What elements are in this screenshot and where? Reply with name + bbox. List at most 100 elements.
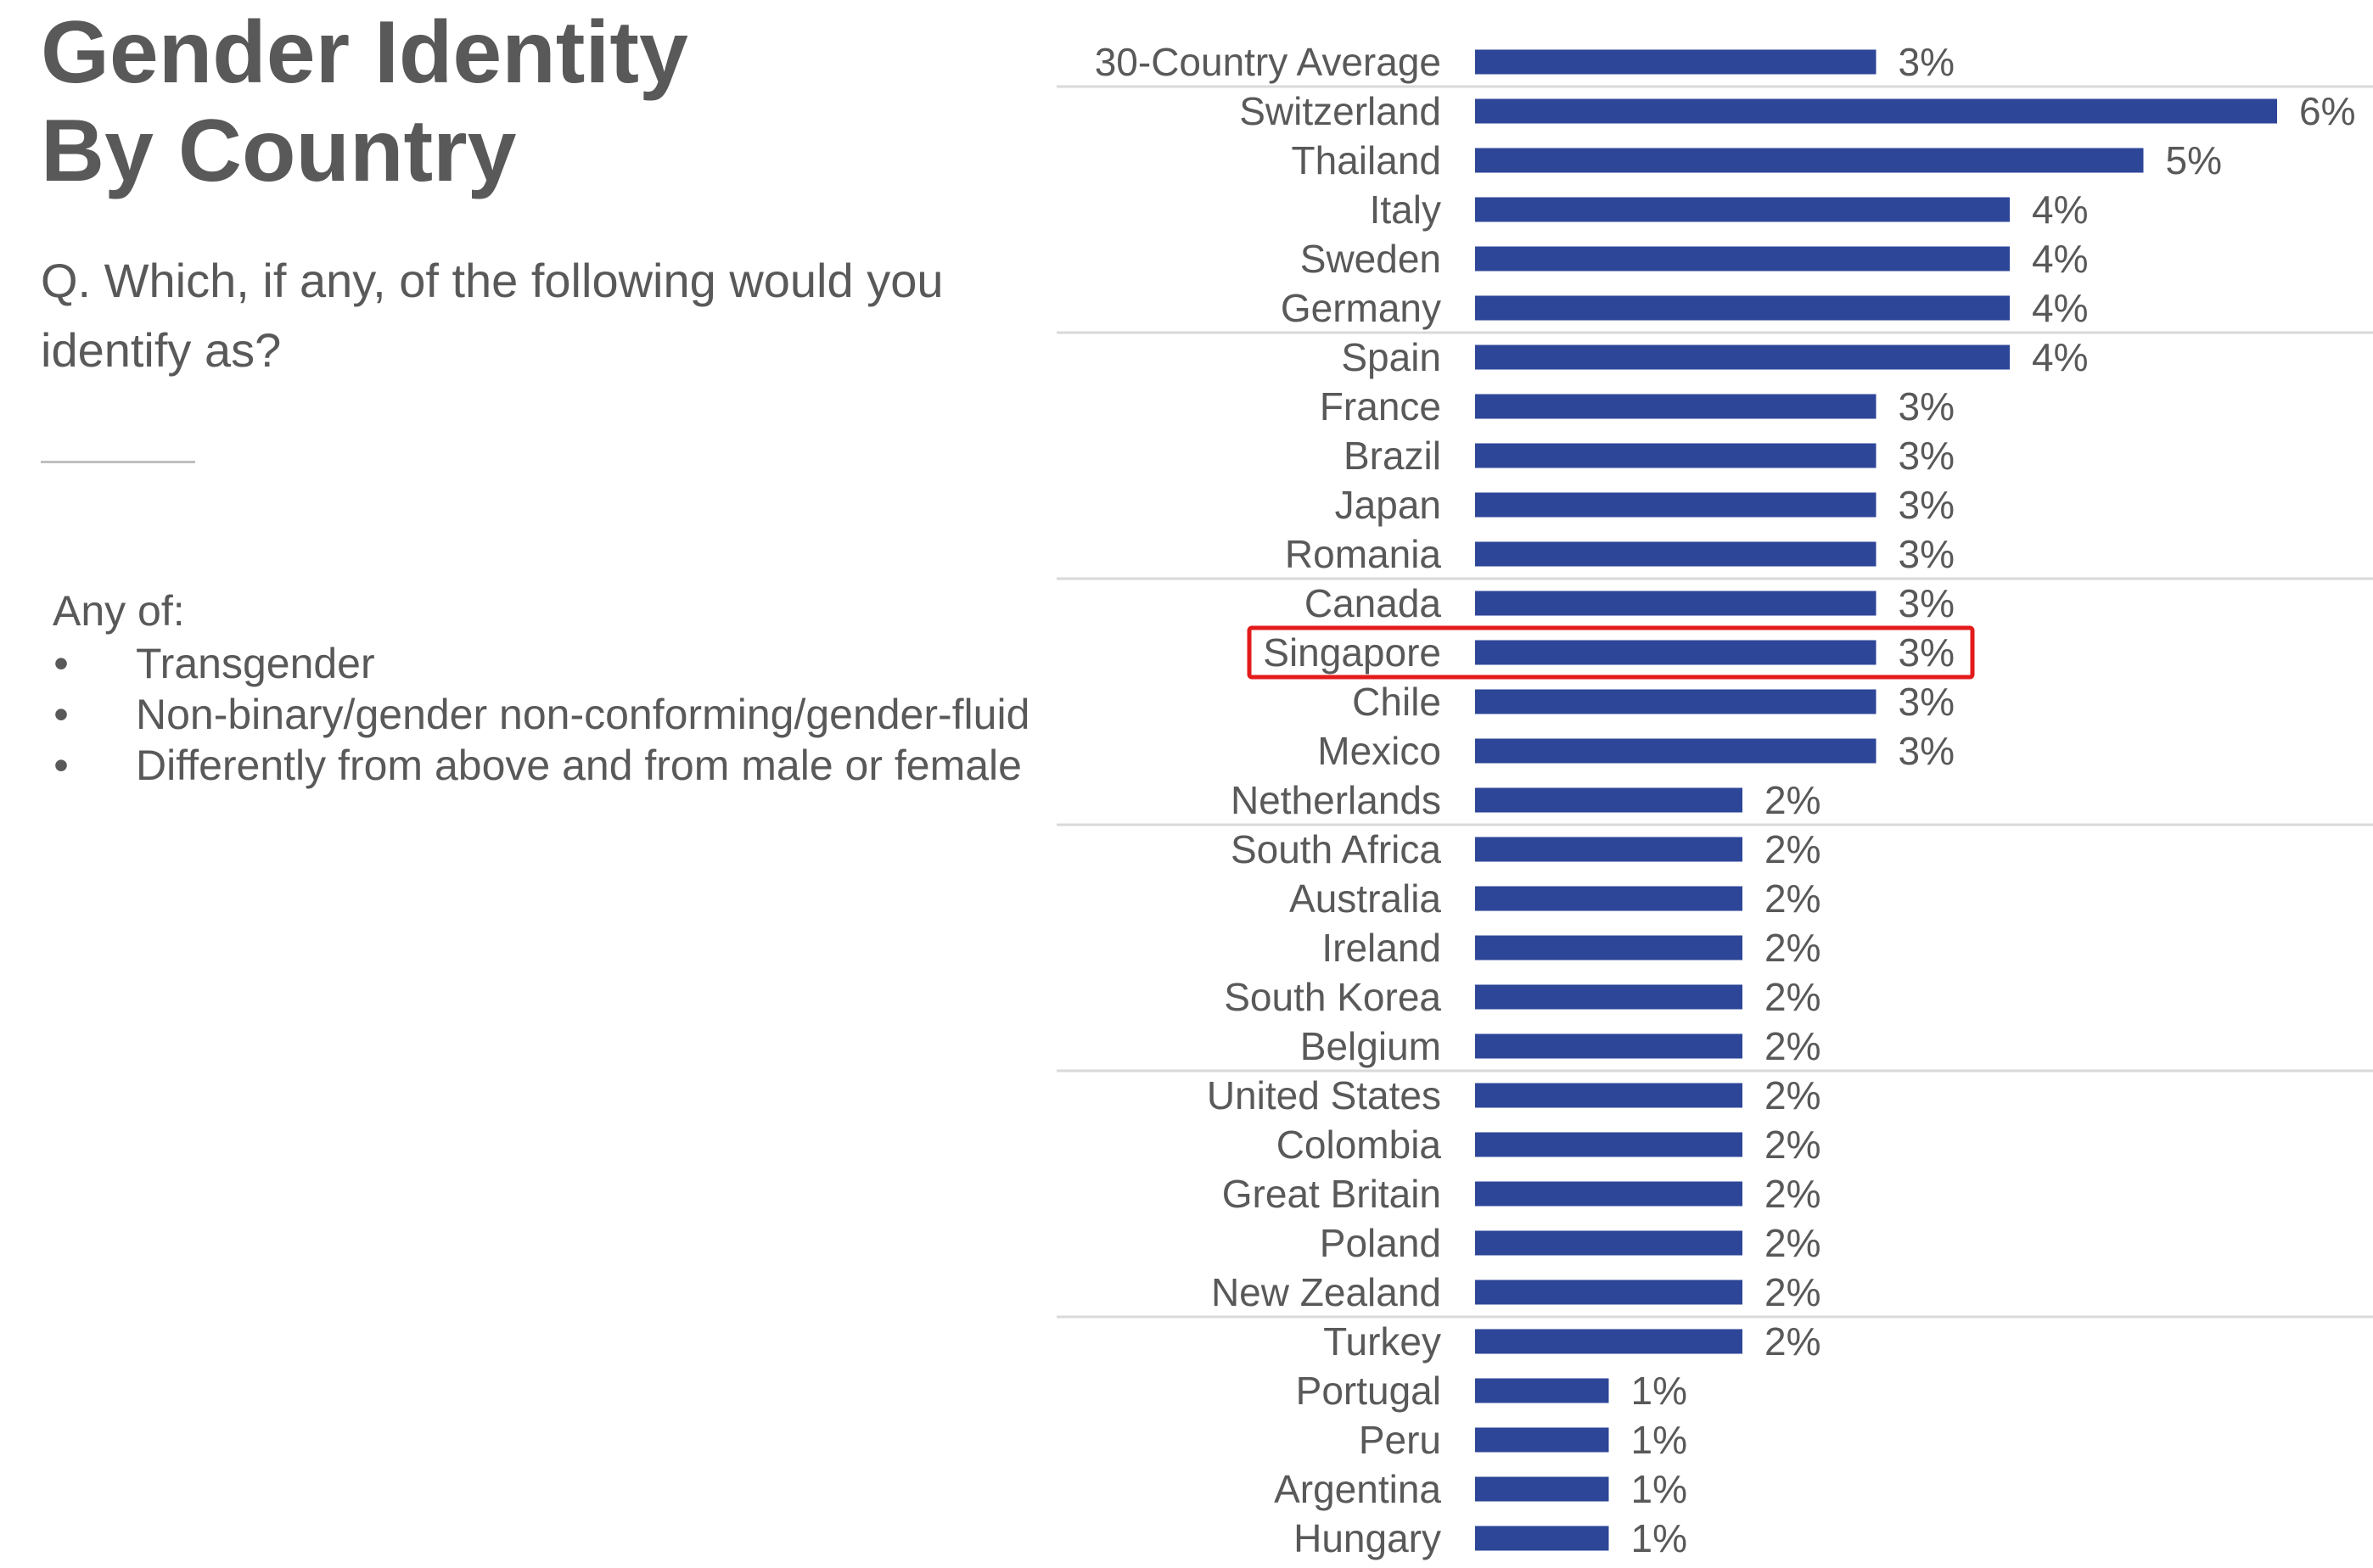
bar-peru bbox=[1475, 1427, 1609, 1453]
definition-text: Non-binary/gender non-conforming/gender-… bbox=[136, 691, 1030, 738]
category-label-ireland: Ireland bbox=[1321, 926, 1441, 970]
category-label-mexico: Mexico bbox=[1317, 729, 1441, 773]
bar-poland bbox=[1475, 1230, 1742, 1256]
category-label-italy: Italy bbox=[1370, 188, 1441, 232]
category-label-australia: Australia bbox=[1289, 876, 1441, 921]
definition-item-non-binary: • Non-binary/gender non-conforming/gende… bbox=[53, 689, 1029, 740]
category-label-poland: Poland bbox=[1320, 1221, 1441, 1265]
bar-portugal bbox=[1475, 1378, 1609, 1403]
bar-belgium bbox=[1475, 1033, 1742, 1059]
category-label-france: France bbox=[1320, 384, 1441, 428]
bar-brazil bbox=[1475, 443, 1877, 468]
category-label-netherlands: Netherlands bbox=[1231, 778, 1441, 822]
bar-south-korea bbox=[1475, 984, 1742, 1010]
category-label-spain: Spain bbox=[1341, 335, 1441, 379]
value-label-south-africa: 2% bbox=[1764, 827, 1820, 871]
divider bbox=[41, 461, 195, 463]
bar-hungary bbox=[1475, 1526, 1609, 1551]
bar-colombia bbox=[1475, 1132, 1742, 1157]
page-title: Gender Identity By Country bbox=[41, 3, 688, 200]
value-label-turkey: 2% bbox=[1764, 1319, 1820, 1364]
definition-item-transgender: • Transgender bbox=[53, 638, 1029, 689]
category-label-south-africa: South Africa bbox=[1231, 827, 1441, 871]
category-label-brazil: Brazil bbox=[1344, 434, 1441, 478]
bar-singapore bbox=[1475, 640, 1877, 665]
value-label-hungary: 1% bbox=[1631, 1516, 1687, 1560]
bar-spain bbox=[1475, 344, 2010, 370]
category-label-30-country-average: 30-Country Average bbox=[1095, 40, 1441, 84]
category-label-belgium: Belgium bbox=[1300, 1024, 1441, 1068]
title-line-1: Gender Identity bbox=[41, 3, 688, 102]
bar-switzerland bbox=[1475, 98, 2277, 124]
value-label-south-korea: 2% bbox=[1764, 975, 1820, 1019]
value-label-poland: 2% bbox=[1764, 1221, 1820, 1265]
value-label-portugal: 1% bbox=[1631, 1369, 1687, 1413]
bar-argentina bbox=[1475, 1476, 1609, 1502]
definition-list: • Transgender • Non-binary/gender non-co… bbox=[53, 638, 1029, 791]
value-label-chile: 3% bbox=[1899, 680, 1955, 724]
value-label-france: 3% bbox=[1899, 384, 1955, 428]
value-label-30-country-average: 3% bbox=[1899, 40, 1955, 84]
highlight-box bbox=[1247, 625, 1975, 680]
category-label-peru: Peru bbox=[1359, 1418, 1441, 1462]
value-label-spain: 4% bbox=[2032, 335, 2088, 379]
definition-text: Differently from above and from male or … bbox=[136, 742, 1022, 789]
bullet-icon: • bbox=[53, 691, 69, 738]
bar-italy bbox=[1475, 197, 2010, 222]
bar-canada bbox=[1475, 591, 1877, 616]
bar-sweden bbox=[1475, 246, 2010, 272]
category-label-germany: Germany bbox=[1281, 286, 1441, 330]
value-label-netherlands: 2% bbox=[1764, 778, 1820, 822]
category-label-japan: Japan bbox=[1335, 483, 1441, 527]
category-label-chile: Chile bbox=[1352, 680, 1441, 724]
bar-mexico bbox=[1475, 738, 1877, 764]
category-label-turkey: Turkey bbox=[1323, 1319, 1441, 1364]
value-label-thailand: 5% bbox=[2166, 138, 2222, 182]
bar-germany bbox=[1475, 295, 2010, 321]
bullet-icon: • bbox=[53, 742, 69, 789]
bar-netherlands bbox=[1475, 787, 1742, 813]
category-label-south-korea: South Korea bbox=[1224, 975, 1441, 1019]
value-label-united-states: 2% bbox=[1764, 1073, 1820, 1117]
bar-south-africa bbox=[1475, 837, 1742, 862]
bar-new-zealand bbox=[1475, 1280, 1742, 1305]
title-line-2: By Country bbox=[41, 102, 517, 200]
bar-japan bbox=[1475, 492, 1877, 518]
category-label-switzerland: Switzerland bbox=[1239, 89, 1441, 133]
value-label-australia: 2% bbox=[1764, 876, 1820, 921]
value-label-switzerland: 6% bbox=[2299, 89, 2355, 133]
category-label-portugal: Portugal bbox=[1296, 1369, 1441, 1413]
category-label-new-zealand: New Zealand bbox=[1211, 1270, 1441, 1314]
category-label-canada: Canada bbox=[1304, 581, 1442, 625]
bar-turkey bbox=[1475, 1329, 1742, 1354]
category-label-colombia: Colombia bbox=[1276, 1123, 1442, 1167]
bar-chile bbox=[1475, 689, 1877, 714]
category-label-argentina: Argentina bbox=[1274, 1467, 1441, 1511]
value-label-peru: 1% bbox=[1631, 1418, 1687, 1462]
bar-australia bbox=[1475, 886, 1742, 911]
bar-france bbox=[1475, 394, 1877, 419]
value-label-romania: 3% bbox=[1899, 532, 1955, 576]
category-label-great-britain: Great Britain bbox=[1222, 1172, 1441, 1216]
bullet-icon: • bbox=[53, 640, 69, 687]
value-label-brazil: 3% bbox=[1899, 434, 1955, 478]
bar-ireland bbox=[1475, 935, 1742, 960]
legend-intro: Any of: bbox=[53, 587, 185, 635]
value-label-great-britain: 2% bbox=[1764, 1172, 1820, 1216]
value-label-singapore: 3% bbox=[1899, 630, 1955, 675]
bar-30-country-average bbox=[1475, 49, 1877, 75]
value-label-new-zealand: 2% bbox=[1764, 1270, 1820, 1314]
value-label-belgium: 2% bbox=[1764, 1024, 1820, 1068]
value-label-argentina: 1% bbox=[1631, 1467, 1687, 1511]
definition-item-differently: • Differently from above and from male o… bbox=[53, 740, 1029, 791]
value-label-ireland: 2% bbox=[1764, 926, 1820, 970]
category-label-thailand: Thailand bbox=[1292, 138, 1441, 182]
value-label-canada: 3% bbox=[1899, 581, 1955, 625]
category-label-romania: Romania bbox=[1285, 532, 1442, 576]
category-label-united-states: United States bbox=[1207, 1073, 1441, 1117]
category-label-hungary: Hungary bbox=[1293, 1516, 1441, 1560]
value-label-germany: 4% bbox=[2032, 286, 2088, 330]
value-label-sweden: 4% bbox=[2032, 237, 2088, 281]
category-label-sweden: Sweden bbox=[1300, 237, 1441, 281]
survey-question: Q. Which, if any, of the following would… bbox=[41, 254, 944, 377]
